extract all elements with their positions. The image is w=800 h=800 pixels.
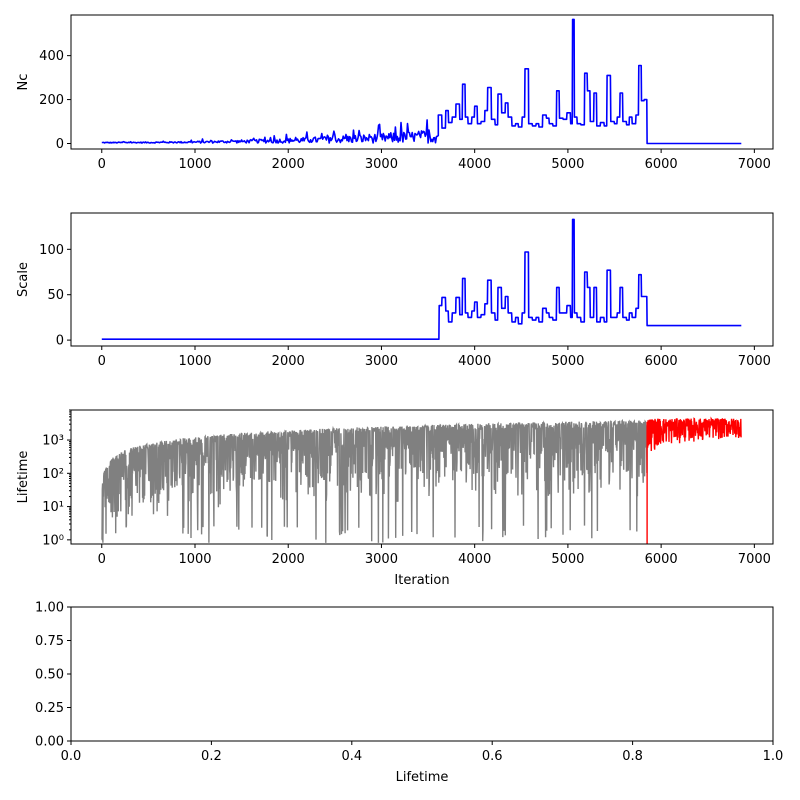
x-tick-label: 0.0: [61, 749, 82, 764]
x-tick-label: 5000: [551, 157, 584, 172]
axes-frame: [70, 212, 774, 347]
x-tick-label: 0.6: [482, 749, 503, 764]
y-axis-label: Nc: [16, 74, 31, 91]
x-tick-label: 5000: [551, 552, 584, 567]
y-tick-label: 0.25: [35, 701, 64, 716]
x-axis-label: Lifetime: [396, 770, 449, 785]
x-tick-label: 0.2: [201, 749, 222, 764]
y-axis-label: Scale: [16, 262, 31, 297]
x-tick-label: 6000: [645, 354, 678, 369]
x-tick-label: 1.0: [763, 749, 784, 764]
lifetime-series-red: [646, 416, 742, 544]
y-tick-label: 0.00: [35, 735, 64, 750]
axes-frame: [70, 14, 774, 150]
x-tick-label: 7000: [738, 354, 771, 369]
x-tick-label: 3000: [365, 354, 398, 369]
y-tick-label: 400: [39, 49, 64, 64]
x-tick-label: 5000: [551, 354, 584, 369]
x-tick-label: 6000: [645, 157, 678, 172]
series-line-1: [101, 18, 742, 145]
y-tick-label: 0: [56, 137, 64, 152]
y-tick-label: 0.50: [35, 668, 64, 683]
subplot-4: 0.0 0.2 0.4 0.6 0.8 1.0 0.00 0.25 0.50 0.75 1.00 Li…: [35, 601, 783, 786]
y-tick-label: 0: [56, 334, 64, 349]
x-tick-label: 2000: [272, 354, 305, 369]
plot-area: [101, 218, 742, 340]
x-tick-label: 4000: [458, 157, 491, 172]
x-tick-label: 0: [98, 157, 106, 172]
subplot-3: 0 1000 2000 3000 4000 5000 6000 7000 10⁰ 10¹ 10² 10…: [16, 409, 774, 588]
y-tick-label: 10¹: [42, 500, 64, 515]
x-tick-label: 0.4: [341, 749, 362, 764]
x-tick-label: 1000: [178, 354, 211, 369]
x-tick-label: 3000: [365, 552, 398, 567]
x-tick-label: 7000: [738, 552, 771, 567]
y-tick-label: 200: [39, 93, 64, 108]
x-axis-label: Iteration: [394, 573, 449, 588]
x-tick-label: 4000: [458, 552, 491, 567]
y-tick-label: 10³: [42, 434, 64, 449]
x-tick-label: 0.8: [622, 749, 643, 764]
x-tick-label: 7000: [738, 157, 771, 172]
y-tick-label: 1.00: [35, 601, 64, 616]
subplot-1: 0 1000 2000 3000 4000 5000 6000 7000 0 200 400 Nc: [16, 14, 774, 172]
plot-area: [101, 18, 742, 145]
series-line-1: [101, 218, 742, 340]
lifetime-series-grey: [101, 418, 648, 543]
x-tick-label: 0: [98, 354, 106, 369]
x-tick-label: 3000: [365, 157, 398, 172]
y-tick-label: 50: [47, 288, 64, 303]
y-tick-label: 10²: [42, 467, 64, 482]
x-tick-label: 1000: [178, 552, 211, 567]
x-tick-label: 2000: [272, 552, 305, 567]
y-tick-label: 100: [39, 243, 64, 258]
x-tick-label: 1000: [178, 157, 211, 172]
x-tick-label: 0: [98, 552, 106, 567]
subplot-2: 0 1000 2000 3000 4000 5000 6000 7000 0 50 100 Scale: [16, 212, 774, 369]
y-axis-label: Lifetime: [16, 451, 31, 504]
x-tick-label: 6000: [645, 552, 678, 567]
x-tick-label: 4000: [458, 354, 491, 369]
plot-area: [101, 416, 742, 544]
y-tick-label: 10⁰: [42, 533, 64, 548]
y-tick-label: 0.75: [35, 634, 64, 649]
x-tick-label: 2000: [272, 157, 305, 172]
